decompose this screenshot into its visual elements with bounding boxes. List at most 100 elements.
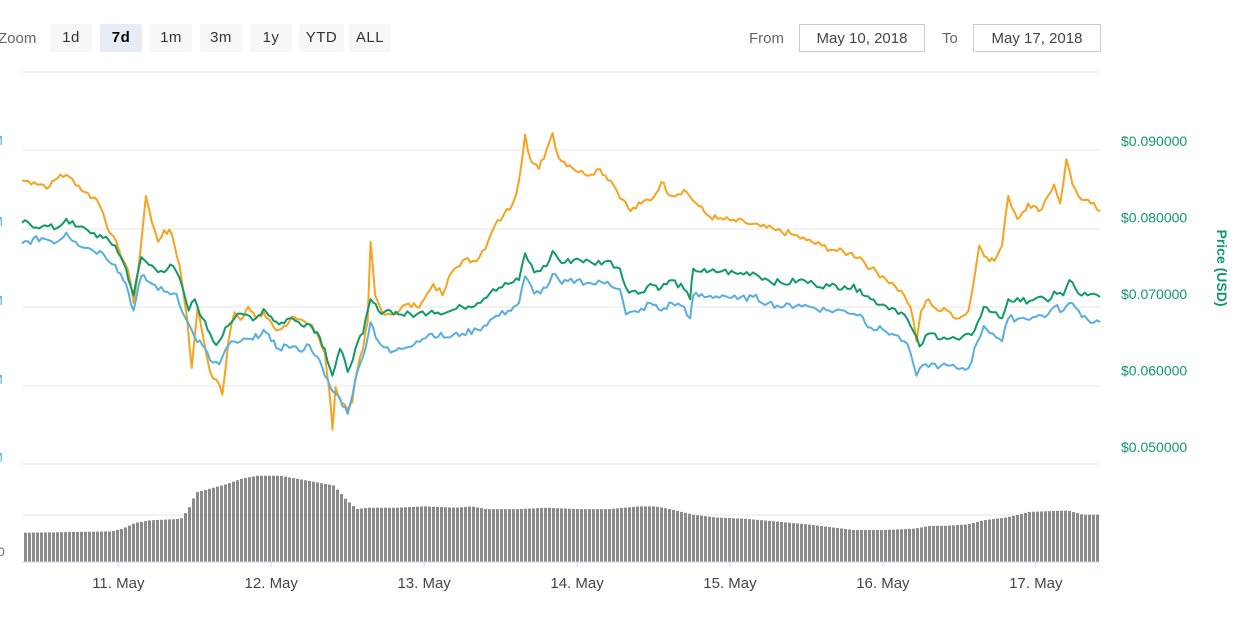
- volume-bar: [136, 522, 139, 562]
- volume-bar: [248, 477, 251, 562]
- volume-bar: [600, 509, 603, 562]
- volume-bar: [552, 507, 555, 562]
- volume-bar: [524, 508, 527, 562]
- volume-bar: [988, 519, 991, 562]
- volume-bar: [588, 509, 591, 562]
- x-tick-label: 13. May: [397, 575, 451, 592]
- zoom-button-ytd[interactable]: YTD: [299, 24, 344, 52]
- zoom-button-1d[interactable]: 1d: [50, 24, 92, 52]
- volume-bar: [948, 525, 951, 562]
- volume-bar: [64, 532, 67, 562]
- volume-bar: [876, 529, 879, 562]
- volume-bar: [288, 477, 291, 562]
- volume-bar: [568, 508, 571, 562]
- volume-bar: [392, 507, 395, 562]
- volume-bar: [956, 525, 959, 562]
- volume-bar: [532, 508, 535, 562]
- to-label: To: [942, 30, 958, 47]
- volume-bar: [888, 529, 891, 562]
- volume-bar: [404, 507, 407, 562]
- volume-bar: [704, 516, 707, 562]
- volume-bar: [244, 477, 247, 562]
- x-tick-label: 12. May: [245, 575, 299, 592]
- volume-bar: [88, 531, 91, 562]
- to-date-input[interactable]: [973, 24, 1101, 52]
- volume-bar: [772, 521, 775, 562]
- volume-bar: [516, 509, 519, 562]
- volume-bar: [132, 523, 135, 562]
- x-tick-label: 16. May: [856, 575, 910, 592]
- volume-bar: [216, 486, 219, 562]
- left-tick-label: M: [0, 214, 3, 229]
- volume-bar: [316, 482, 319, 562]
- volume-bar: [320, 483, 323, 562]
- volume-bar: [784, 522, 787, 562]
- volume-bar: [104, 531, 107, 562]
- volume-bar: [220, 485, 223, 562]
- volume-bar: [276, 475, 279, 562]
- volume-bar: [852, 529, 855, 562]
- volume-bar: [152, 520, 155, 562]
- volume-bar: [480, 508, 483, 562]
- volume-bar: [832, 527, 835, 562]
- volume-bar: [120, 528, 123, 562]
- volume-bar: [584, 509, 587, 562]
- volume-bar: [1012, 515, 1015, 562]
- volume-bar: [840, 528, 843, 562]
- volume-bar: [384, 507, 387, 562]
- volume-bar: [156, 519, 159, 562]
- volume-bar: [528, 508, 531, 562]
- zoom-button-3m[interactable]: 3m: [200, 24, 242, 52]
- volume-bar: [736, 518, 739, 562]
- volume-bar: [916, 528, 919, 562]
- volume-bar: [108, 531, 111, 562]
- volume-bar: [372, 507, 375, 562]
- volume-bar: [644, 506, 647, 562]
- volume-bar: [128, 525, 131, 562]
- volume-bar: [828, 527, 831, 562]
- zoom-button-7d[interactable]: 7d: [100, 24, 142, 52]
- left-tick-label: M: [0, 133, 3, 148]
- volume-bar: [436, 506, 439, 562]
- volume-bar: [336, 489, 339, 562]
- volume-bar: [1000, 518, 1003, 562]
- volume-bar: [872, 529, 875, 562]
- volume-bar: [556, 508, 559, 562]
- volume-bar: [48, 532, 51, 562]
- left-tick-label: M: [0, 293, 3, 308]
- volume-bar: [1092, 514, 1095, 562]
- volume-bar: [684, 512, 687, 562]
- volume-bar: [652, 506, 655, 562]
- volume-bar: [180, 518, 183, 562]
- left-tick-label: M: [0, 450, 3, 465]
- volume-bar: [208, 488, 211, 562]
- volume-bar: [500, 509, 503, 562]
- zoom-button-all[interactable]: ALL: [349, 24, 391, 52]
- volume-bar: [996, 518, 999, 562]
- volume-bar: [100, 531, 103, 562]
- volume-bar: [344, 498, 347, 562]
- volume-bar: [84, 531, 87, 562]
- volume-bar: [536, 508, 539, 562]
- volume-bar: [340, 494, 343, 562]
- volume-bar: [724, 517, 727, 562]
- volume-bar: [1084, 514, 1087, 562]
- volume-bar: [328, 484, 331, 562]
- zoom-button-1y[interactable]: 1y: [250, 24, 292, 52]
- volume-tick-label: 0: [0, 545, 5, 559]
- volume-bar: [920, 527, 923, 562]
- volume-bar: [268, 475, 271, 562]
- volume-bar: [868, 529, 871, 562]
- volume-bar: [324, 483, 327, 562]
- volume-bar: [296, 478, 299, 562]
- volume-bar: [472, 506, 475, 562]
- volume-bar: [1024, 512, 1027, 562]
- volume-bar: [608, 509, 611, 562]
- volume-bar: [140, 521, 143, 562]
- from-date-input[interactable]: [799, 24, 925, 52]
- volume-bar: [412, 506, 415, 562]
- zoom-button-1m[interactable]: 1m: [150, 24, 192, 52]
- x-tick-label: 14. May: [550, 575, 604, 592]
- volume-bar: [292, 478, 295, 562]
